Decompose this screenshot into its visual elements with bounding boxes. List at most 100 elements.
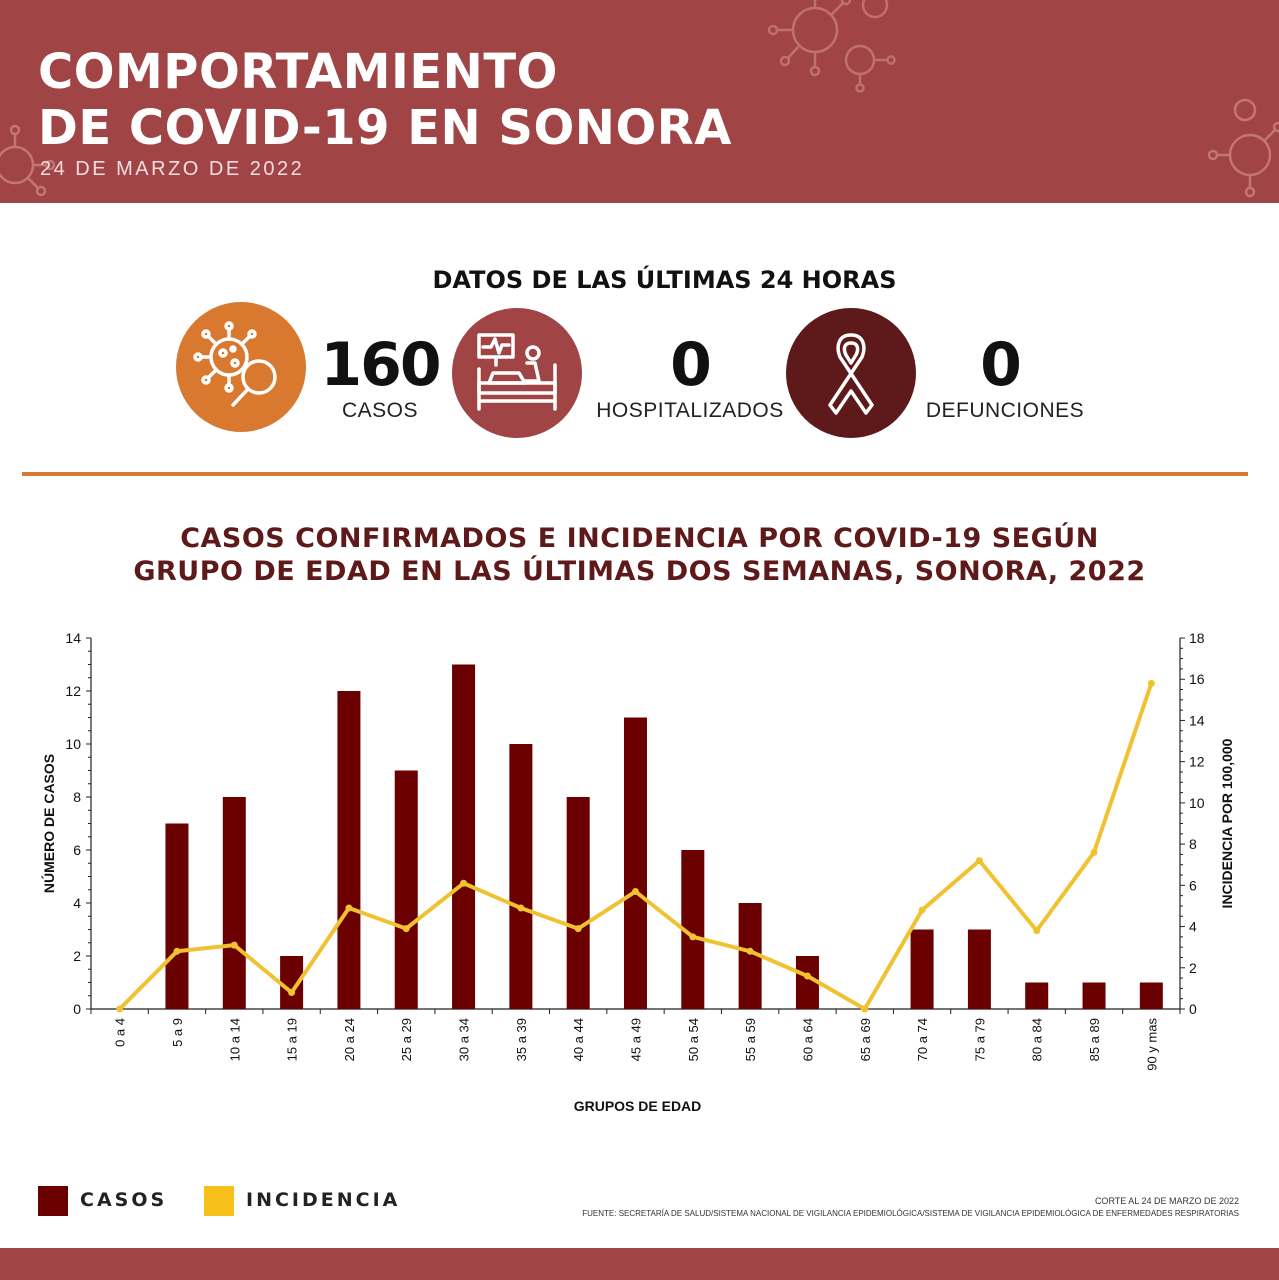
bar-casos <box>509 744 533 1009</box>
bar-casos <box>967 929 991 1009</box>
incidencia-point <box>803 972 811 980</box>
y-left-tick-label: 4 <box>73 895 81 911</box>
deaths-label: DEFUNCIONES <box>925 399 1085 422</box>
x-tick-label: 70 a 74 <box>915 1018 930 1061</box>
y-right-tick-label: 18 <box>1189 630 1205 646</box>
incidencia-point <box>517 904 525 912</box>
incidencia-point <box>460 879 468 887</box>
incidencia-point <box>402 925 410 933</box>
incidencia-point <box>574 925 582 933</box>
hospitalized-value: 0 <box>670 330 712 400</box>
hospital-bed-icon <box>477 333 557 411</box>
header-banner: COMPORTAMIENTO DE COVID-19 EN SONORA 24 … <box>0 0 1279 203</box>
chart-title-line-2: GRUPO DE EDAD EN LAS ÚLTIMAS DOS SEMANAS… <box>133 556 1146 587</box>
bar-casos <box>795 956 819 1009</box>
bar-casos <box>624 717 647 1009</box>
deaths-circle <box>786 308 916 438</box>
y-left-axis-title: NÚMERO DE CASOS <box>40 754 57 893</box>
y-right-tick-label: 12 <box>1189 754 1205 770</box>
y-right-tick-label: 16 <box>1189 671 1205 687</box>
y-left-tick-label: 8 <box>73 789 81 805</box>
y-left-tick-label: 10 <box>65 736 81 752</box>
incidencia-point <box>1033 927 1041 935</box>
x-tick-label: 25 a 29 <box>399 1018 414 1061</box>
bar-casos <box>394 770 418 1009</box>
y-right-tick-label: 8 <box>1189 836 1197 852</box>
y-right-tick-label: 10 <box>1189 795 1205 811</box>
x-tick-label: 65 a 69 <box>858 1018 873 1061</box>
chart-title: CASOS CONFIRMADOS E INCIDENCIA POR COVID… <box>0 522 1279 588</box>
cases-circle <box>176 302 306 432</box>
y-left-tick-label: 6 <box>73 842 81 858</box>
y-right-tick-label: 0 <box>1189 1001 1197 1017</box>
incidencia-point <box>1090 848 1098 856</box>
incidencia-point <box>918 906 926 914</box>
bar-casos <box>222 797 246 1009</box>
x-tick-label: 30 a 34 <box>457 1018 472 1061</box>
incidencia-point <box>689 933 697 941</box>
x-tick-label: 50 a 54 <box>686 1018 701 1061</box>
y-left-tick-label: 2 <box>73 948 81 964</box>
y-right-tick-label: 2 <box>1189 960 1197 976</box>
x-tick-label: 20 a 24 <box>342 1018 357 1061</box>
last-24h-title: DATOS DE LAS ÚLTIMAS 24 HORAS <box>432 266 897 294</box>
y-left-tick-label: 14 <box>65 630 81 646</box>
legend-incidencia-label: INCIDENCIA <box>246 1189 401 1211</box>
x-tick-label: 60 a 64 <box>800 1018 815 1061</box>
x-tick-label: 75 a 79 <box>972 1018 987 1061</box>
x-tick-label: 5 a 9 <box>170 1018 185 1047</box>
incidencia-point <box>230 941 238 949</box>
title-line-2: DE COVID-19 EN SONORA <box>38 100 732 156</box>
x-tick-label: 40 a 44 <box>571 1018 586 1061</box>
incidencia-point <box>345 904 353 912</box>
bar-casos <box>1082 982 1106 1009</box>
incidencia-point <box>746 947 754 955</box>
bar-casos <box>1139 982 1163 1009</box>
data-source: FUENTE: SECRETARÍA DE SALUD/SISTEMA NACI… <box>582 1209 1239 1218</box>
incidencia-point <box>975 857 983 865</box>
incidencia-point <box>1147 679 1155 687</box>
y-right-tick-label: 6 <box>1189 877 1197 893</box>
x-tick-label: 35 a 39 <box>514 1018 529 1061</box>
hospitalized-circle <box>452 308 582 438</box>
chart-title-line-1: CASOS CONFIRMADOS E INCIDENCIA POR COVID… <box>180 523 1099 554</box>
bar-casos <box>566 797 590 1009</box>
virus-decoration-icon <box>767 0 896 93</box>
x-tick-label: 10 a 14 <box>227 1018 242 1061</box>
title-line-1: COMPORTAMIENTO <box>38 44 558 100</box>
page-title: COMPORTAMIENTO DE COVID-19 EN SONORA <box>38 44 732 156</box>
bar-casos <box>738 903 762 1009</box>
x-tick-label: 0 a 4 <box>113 1018 128 1047</box>
legend-casos-swatch <box>38 1186 68 1216</box>
legend-casos-label: CASOS <box>80 1189 168 1211</box>
y-right-axis-title: INCIDENCIA POR 100,000 <box>1219 738 1235 908</box>
y-right-tick-label: 14 <box>1189 712 1205 728</box>
virus-decoration-icon <box>0 124 56 197</box>
deaths-value: 0 <box>980 330 1022 400</box>
bar-casos <box>1025 982 1049 1009</box>
incidencia-point <box>861 1005 869 1013</box>
ribbon-icon <box>828 333 874 415</box>
bar-casos <box>337 691 361 1009</box>
x-axis-title: GRUPOS DE EDAD <box>574 1098 702 1114</box>
section-divider <box>22 472 1248 476</box>
bar-casos <box>280 956 304 1009</box>
bar-casos <box>165 823 189 1009</box>
bar-casos <box>681 850 705 1009</box>
hospitalized-label: HOSPITALIZADOS <box>596 399 784 422</box>
x-tick-label: 85 a 89 <box>1087 1018 1102 1061</box>
bar-casos <box>910 929 934 1009</box>
y-right-tick-label: 4 <box>1189 919 1197 935</box>
cases-incidence-chart: 0 2 4 6 8 10 12 14 0 2 4 6 8 10 12 14 16 18 0 a 4 5 a 9 10 a… <box>40 630 1235 1114</box>
incidencia-point <box>632 888 639 896</box>
legend-incidencia-swatch <box>204 1186 234 1216</box>
cases-label: CASOS <box>341 399 419 422</box>
incidencia-point <box>116 1005 124 1013</box>
x-tick-label: 80 a 84 <box>1030 1018 1045 1061</box>
cases-value: 160 <box>320 330 441 400</box>
x-tick-label: 15 a 19 <box>285 1018 300 1061</box>
x-tick-label: 90 y mas <box>1144 1018 1159 1071</box>
incidencia-point <box>173 947 181 955</box>
x-tick-label: 55 a 59 <box>743 1018 758 1061</box>
incidencia-point <box>288 989 296 997</box>
